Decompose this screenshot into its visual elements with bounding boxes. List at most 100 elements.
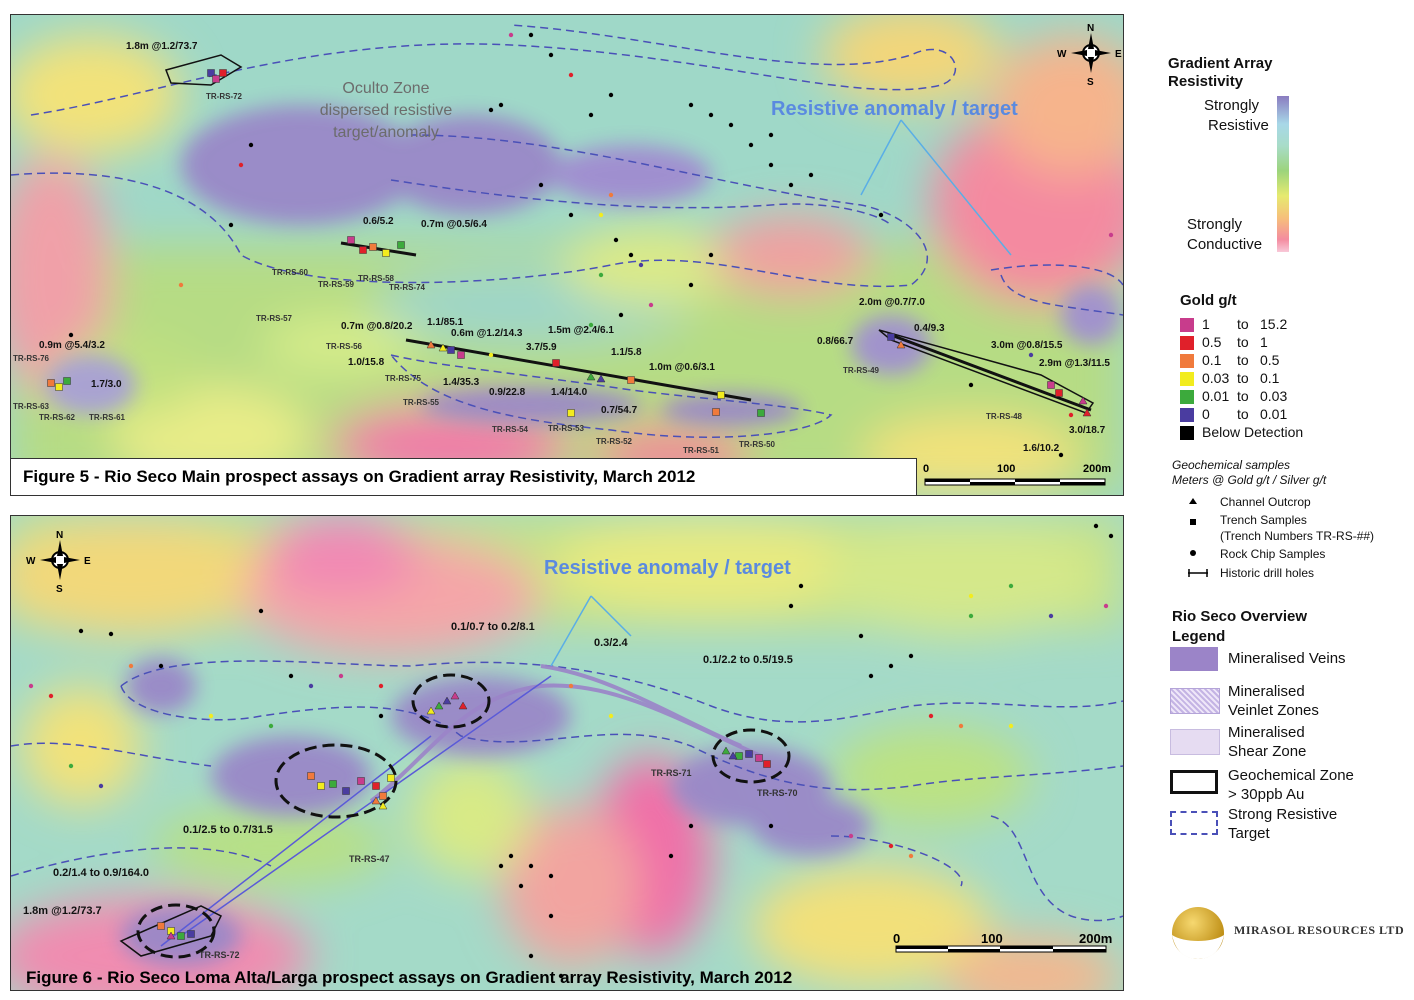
svg-text:1.7/3.0: 1.7/3.0 <box>91 379 122 390</box>
triangle-icon <box>1189 498 1197 504</box>
resistivity-color-ramp <box>1277 96 1289 252</box>
rock-chip-sample <box>548 52 554 58</box>
rock-chip-sample <box>598 212 604 218</box>
rock-chip-sample <box>338 673 344 679</box>
svg-text:200m: 200m <box>1079 931 1112 946</box>
svg-text:1.1/5.8: 1.1/5.8 <box>611 347 642 358</box>
map-legend: Gradient Array Resistivity Strongly Resi… <box>1130 0 1414 1000</box>
rock-chip-sample <box>788 603 794 609</box>
rock-chip-sample <box>1103 603 1109 609</box>
svg-text:100: 100 <box>997 463 1015 475</box>
svg-text:target/anomaly: target/anomaly <box>333 124 439 141</box>
rock-chip-sample <box>628 252 634 258</box>
svg-text:W: W <box>1057 49 1067 60</box>
gold-class-to: to <box>1237 352 1249 368</box>
rock-chip-sample <box>768 162 774 168</box>
rock-chip-sample <box>768 823 774 829</box>
figure5-samples <box>47 32 1114 458</box>
rock-chip-sample <box>208 713 214 719</box>
rock-chip-sample <box>968 613 974 619</box>
svg-text:2.9m @1.3/11.5: 2.9m @1.3/11.5 <box>1039 358 1110 369</box>
trench-sample <box>382 249 390 257</box>
channel-sample <box>426 340 436 349</box>
svg-text:0: 0 <box>923 463 929 475</box>
resistive-target-label: Strong Resistive Target <box>1228 806 1338 842</box>
gold-class-min: 0.1 <box>1202 352 1222 368</box>
rock-chip-sample <box>688 282 694 288</box>
square-icon <box>1190 519 1196 525</box>
svg-text:TR-RS-56: TR-RS-56 <box>326 342 363 351</box>
channel-outcrop-label: Channel Outcrop <box>1220 495 1311 509</box>
svg-text:E: E <box>1115 49 1122 60</box>
trench-sample <box>212 75 220 83</box>
rock-chip-sample <box>848 833 854 839</box>
geochem-zone-label: Geochemical Zone > 30ppb Au <box>1228 767 1354 803</box>
gold-class-swatch <box>1180 354 1194 368</box>
trench-sample <box>219 69 227 77</box>
svg-text:TR-RS-63: TR-RS-63 <box>13 402 50 411</box>
rock-chip-sample <box>688 823 694 829</box>
trench-sample <box>447 346 455 354</box>
trench-sample <box>627 376 635 384</box>
rock-chip-sample <box>588 322 594 328</box>
svg-text:S: S <box>56 584 63 595</box>
svg-text:TR-RS-48: TR-RS-48 <box>986 412 1023 421</box>
rock-chip-sample <box>248 142 254 148</box>
trench-sample <box>1047 381 1055 389</box>
veinlet-label: Mineralised Veinlet Zones <box>1228 683 1319 719</box>
rock-chip-sample <box>48 693 54 699</box>
gold-class-swatch <box>1180 408 1194 422</box>
rock-chip-sample <box>288 673 294 679</box>
svg-text:1.0/15.8: 1.0/15.8 <box>348 357 385 368</box>
svg-text:0.4/9.3: 0.4/9.3 <box>914 323 945 334</box>
rock-chip-sample <box>608 713 614 719</box>
rock-chip-sample <box>178 282 184 288</box>
svg-text:TR-RS-57: TR-RS-57 <box>256 314 293 323</box>
channel-sample <box>450 691 460 700</box>
channel-sample <box>438 343 448 352</box>
rock-chip-sample <box>68 763 74 769</box>
svg-text:TR-RS-59: TR-RS-59 <box>318 280 355 289</box>
rock-chip-sample <box>568 212 574 218</box>
rock-chip-label: Rock Chip Samples <box>1220 547 1326 561</box>
svg-text:Oculto Zone: Oculto Zone <box>342 80 429 97</box>
svg-text:0.7m @0.8/20.2: 0.7m @0.8/20.2 <box>341 321 413 332</box>
trench-sample <box>157 922 165 930</box>
figure5-assay-labels: 1.8m @1.2/73.7 0.6/5.2 0.7m @0.5/6.4 0.9… <box>39 41 1110 454</box>
svg-text:dispersed resistive: dispersed resistive <box>320 102 453 119</box>
rock-chip-sample <box>308 683 314 689</box>
rock-chip-sample <box>608 192 614 198</box>
rock-chip-sample <box>498 102 504 108</box>
trench-sample <box>387 774 395 782</box>
rock-chip-sample <box>378 683 384 689</box>
rock-chip-sample <box>598 272 604 278</box>
target-label: Resistive anomaly / target <box>771 98 1018 120</box>
rock-chip-sample <box>508 853 514 859</box>
rock-chip-sample <box>1108 533 1114 539</box>
veinlet-swatch <box>1170 688 1220 714</box>
trench-sample <box>552 359 560 367</box>
geochem-zone-swatch <box>1170 770 1218 794</box>
rock-chip-sample <box>548 873 554 879</box>
svg-text:TR-RS-49: TR-RS-49 <box>843 366 880 375</box>
svg-text:TR-RS-54: TR-RS-54 <box>492 425 529 434</box>
trench-sample <box>63 377 71 385</box>
rock-chip-sample <box>968 382 974 388</box>
channel-sample <box>596 374 606 383</box>
rock-chip-sample <box>528 953 534 959</box>
rock-chip-sample <box>908 653 914 659</box>
rock-chip-sample <box>808 172 814 178</box>
trench-sample <box>317 782 325 790</box>
gold-class-max: 0.01 <box>1260 406 1288 422</box>
rock-chip-sample <box>568 72 574 78</box>
svg-text:S: S <box>1087 77 1094 88</box>
rock-chip-sample <box>108 631 114 637</box>
svg-text:0.6/5.2: 0.6/5.2 <box>363 216 394 227</box>
rock-chip-sample <box>498 863 504 869</box>
trench-sample <box>357 777 365 785</box>
svg-text:TR-RS-62: TR-RS-62 <box>39 413 76 422</box>
trench-sample <box>755 754 763 762</box>
svg-text:TR-RS-72: TR-RS-72 <box>206 92 243 101</box>
channel-sample <box>442 696 452 705</box>
gold-title: Gold g/t <box>1180 292 1237 309</box>
